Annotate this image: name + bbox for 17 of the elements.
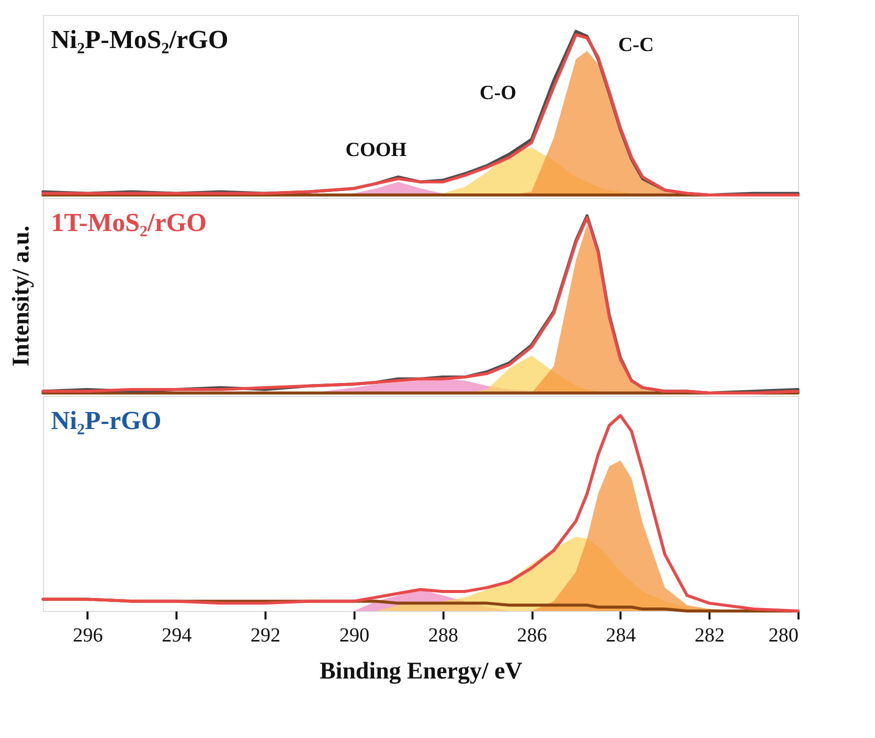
x-tick-label: 286 [517,624,548,646]
x-tick-label: 294 [162,624,192,646]
annotation: C-O [480,82,516,104]
x-axis-title: Binding Energy/ eV [320,658,524,684]
x-tick-label: 288 [428,624,458,646]
chart-title: Ni₂P-rGO [51,406,162,435]
x-tick-label: 292 [250,624,281,646]
chart-title: Ni₂P-MoS₂/rGO [51,25,228,54]
x-tick-label: 284 [606,624,636,646]
annotation: C-C [618,34,654,56]
chart-title: 1T-MoS₂/rGO [51,208,207,237]
annotation: COOH [345,139,407,161]
x-tick-label: 282 [694,624,725,646]
x-tick-label: 290 [339,624,370,646]
x-tick-label: 280 [768,624,798,646]
x-tick-label: 296 [72,624,103,646]
y-axis-title: Intensity/ a.u. [8,226,34,366]
